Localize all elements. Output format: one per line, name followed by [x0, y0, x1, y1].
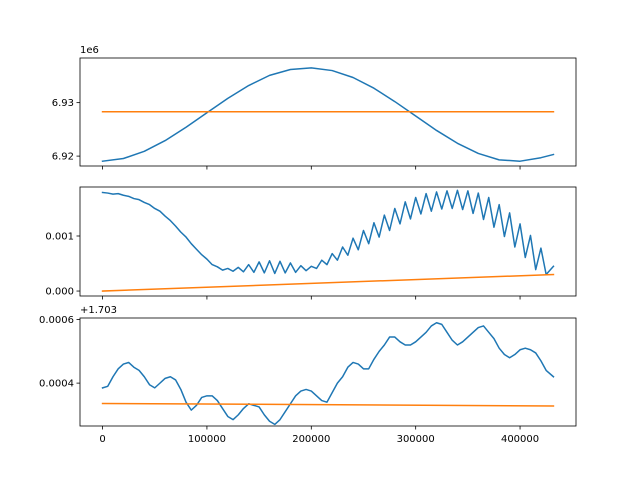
y-tick-label: 0.0006	[39, 315, 74, 326]
series-line-2	[101, 402, 555, 407]
axes-frame	[79, 317, 577, 427]
y-tick-label: 0.001	[45, 231, 74, 242]
subplot-2: 0.000 0.001	[45, 186, 577, 300]
axis-offset-label: 1e6	[80, 45, 99, 56]
series-line-1	[101, 322, 555, 426]
x-tick-label: 0	[99, 434, 105, 445]
axis-offset-label: +1.703	[80, 305, 117, 316]
y-tick-label: 6.93	[52, 98, 74, 109]
subplot-1: 6.92 6.93 1e6	[52, 45, 577, 170]
y-tick-label: 6.92	[52, 152, 74, 163]
x-tick-label: 300000	[397, 434, 435, 445]
series-line-1	[101, 67, 555, 163]
x-tick-label: 100000	[188, 434, 226, 445]
x-tick-label: 200000	[292, 434, 330, 445]
series-line-1	[101, 189, 555, 276]
x-tick-label: 400000	[501, 434, 539, 445]
axes-frame	[79, 186, 577, 297]
axes-frame	[79, 57, 577, 167]
y-tick-label: 0.000	[45, 287, 74, 298]
series-line-2	[101, 273, 555, 292]
subplot-3: 0 100000 200000 300000 400000 0.0004 0.0006 +1.…	[39, 305, 577, 445]
y-tick-label: 0.0004	[39, 379, 74, 390]
